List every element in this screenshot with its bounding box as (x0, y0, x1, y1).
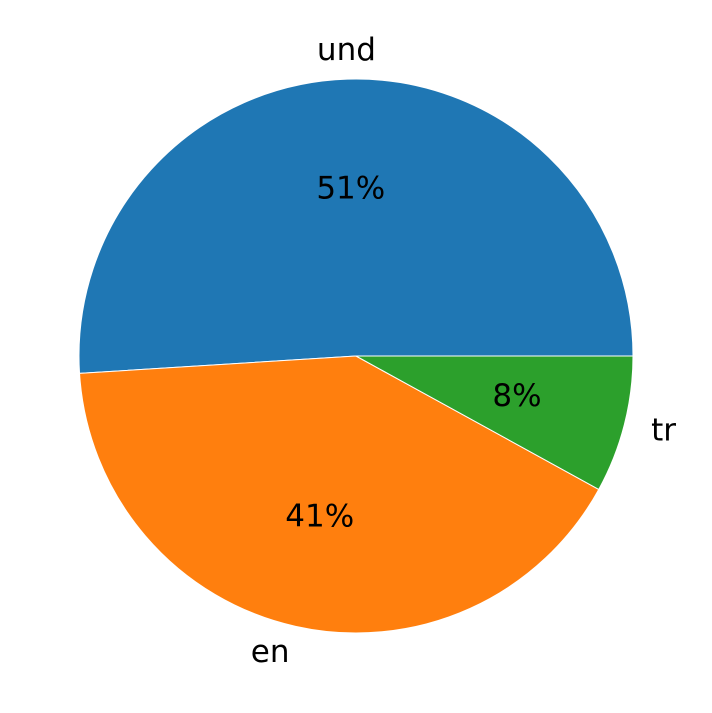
slice-label: und (317, 32, 376, 68)
pie-slice (78, 78, 634, 374)
pie-slice (355, 355, 634, 491)
value-label: 41% (285, 499, 354, 535)
pie-slice (79, 355, 600, 634)
value-label: 8% (492, 378, 541, 414)
slice-label: en (251, 634, 290, 670)
value-label: 51% (316, 170, 385, 206)
slice-label: tr (651, 412, 676, 448)
